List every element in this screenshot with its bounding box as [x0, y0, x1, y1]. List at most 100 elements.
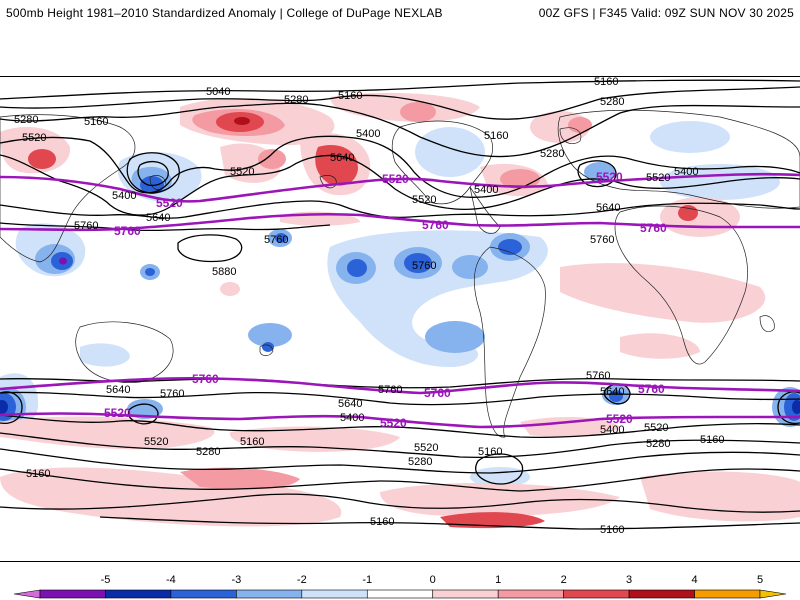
label-5760: 5760 [586, 370, 610, 382]
anomaly-blob [59, 257, 67, 265]
anomaly-blob [347, 259, 367, 277]
colorbar-tick-label: -3 [231, 574, 241, 586]
ref-label-5760: 5760 [424, 386, 451, 400]
label-5280: 5280 [600, 96, 624, 108]
run-info: 00Z GFS | F345 Valid: 09Z SUN NOV 30 202… [538, 6, 794, 20]
colorbar-tick-labels: -5 -4 -3 -2 -1 0 1 2 3 4 5 [101, 574, 763, 586]
label-5640: 5640 [146, 212, 170, 224]
colorbar-cell [759, 589, 787, 599]
label-5520: 5520 [144, 436, 168, 448]
anomaly-blob [620, 333, 700, 359]
colorbar-cell [13, 589, 41, 599]
ref-label-5520: 5520 [606, 412, 633, 426]
contour-low-east-edge [777, 391, 800, 425]
anomaly-blob [327, 230, 548, 367]
contour-5760-north [0, 222, 331, 232]
coastline [0, 114, 136, 263]
anomaly-blob [584, 162, 616, 182]
anomaly-blob [520, 416, 620, 437]
contour-5280-north [0, 102, 800, 158]
anomaly-blob [415, 127, 485, 177]
anomaly-blob [0, 400, 8, 414]
anomaly-blob [0, 416, 215, 450]
contour-5400-north [0, 135, 800, 198]
label-5280: 5280 [284, 94, 308, 106]
colorbar-tick-label: -5 [101, 574, 111, 586]
contour-5160-north [0, 86, 800, 120]
colorbar-cell [497, 589, 564, 599]
label-5280: 5280 [408, 456, 432, 468]
contour-5520-south [0, 414, 800, 439]
contour-5040-south [0, 493, 800, 513]
anomaly-blob [234, 117, 250, 125]
colorbar-tick-label: 2 [561, 574, 567, 586]
ref-5520-north [0, 172, 800, 203]
colorbar-tick-label: 3 [626, 574, 632, 586]
anomaly-blob [568, 117, 592, 133]
contour-5880-high [177, 234, 243, 263]
label-5400: 5400 [474, 184, 498, 196]
height-contours [0, 79, 800, 530]
label-5760: 5760 [378, 384, 402, 396]
contour-labels: 5040 5040 5160 5160 5160 5160 5160 5160 … [14, 76, 724, 536]
map-title: 500mb Height 1981–2010 Standardized Anom… [6, 6, 443, 20]
anomaly-blob [180, 467, 300, 490]
contour-5040-north [0, 79, 800, 100]
coastline [614, 205, 748, 365]
coastline [473, 246, 546, 438]
label-5520: 5520 [412, 194, 436, 206]
ref-label-5760: 5760 [422, 218, 449, 232]
label-5640: 5640 [600, 386, 624, 398]
anomaly-blob [440, 512, 545, 529]
colorbar-tick-label: 0 [430, 574, 436, 586]
anomaly-blob [248, 323, 292, 347]
colorbar-cell [432, 589, 499, 599]
label-5040: 5040 [206, 86, 230, 98]
coastline [75, 321, 174, 383]
colorbar-tick-label: -2 [297, 574, 307, 586]
label-5400: 5400 [340, 412, 364, 424]
label-5280: 5280 [646, 438, 670, 450]
anomaly-blob [640, 471, 800, 522]
reference-labels: 5520 5520 5520 5520 5520 5520 5760 5760 … [104, 170, 667, 430]
ref-label-5520: 5520 [156, 196, 183, 210]
contour-5280-south [0, 448, 800, 474]
label-5160: 5160 [594, 76, 618, 88]
colorbar-tick-label: -1 [362, 574, 372, 586]
label-5520: 5520 [22, 132, 46, 144]
ref-label-5760: 5760 [640, 221, 667, 235]
anomaly-blob [80, 343, 130, 367]
label-5160: 5160 [484, 130, 508, 142]
label-5160: 5160 [26, 468, 50, 480]
reference-contours [0, 172, 800, 429]
anomaly-blob [452, 255, 488, 279]
anomaly-blob [275, 233, 287, 243]
anomaly-blob [792, 400, 800, 414]
positive-anomalies [0, 92, 800, 529]
ref-label-5520: 5520 [596, 170, 623, 184]
coastlines [0, 109, 800, 438]
label-5400: 5400 [674, 166, 698, 178]
contour-5400-south [0, 432, 800, 459]
coastline [259, 344, 274, 356]
label-5160: 5160 [478, 446, 502, 458]
label-5640: 5640 [106, 384, 130, 396]
label-5160: 5160 [338, 90, 362, 102]
colorbar-tick-label: 4 [691, 574, 697, 586]
title-bar: 500mb Height 1981–2010 Standardized Anom… [0, 0, 800, 26]
colorbar-cell [39, 589, 106, 599]
anomaly-blob [145, 268, 155, 276]
anomaly-blob [127, 399, 163, 419]
label-5160: 5160 [240, 436, 264, 448]
colorbar-tick-label: 1 [495, 574, 501, 586]
anomaly-blob [404, 253, 432, 273]
anomaly-blob [498, 239, 522, 255]
ref-5520-south [0, 412, 800, 429]
colorbar-cell [301, 589, 368, 599]
ref-label-5520: 5520 [104, 406, 131, 420]
anomaly-blob [229, 426, 400, 452]
ref-5760-north [0, 212, 800, 232]
colorbar-tick-label: 5 [757, 574, 763, 586]
ref-5760-south [0, 376, 800, 395]
contour-low-north-pacific-inner [137, 160, 169, 187]
